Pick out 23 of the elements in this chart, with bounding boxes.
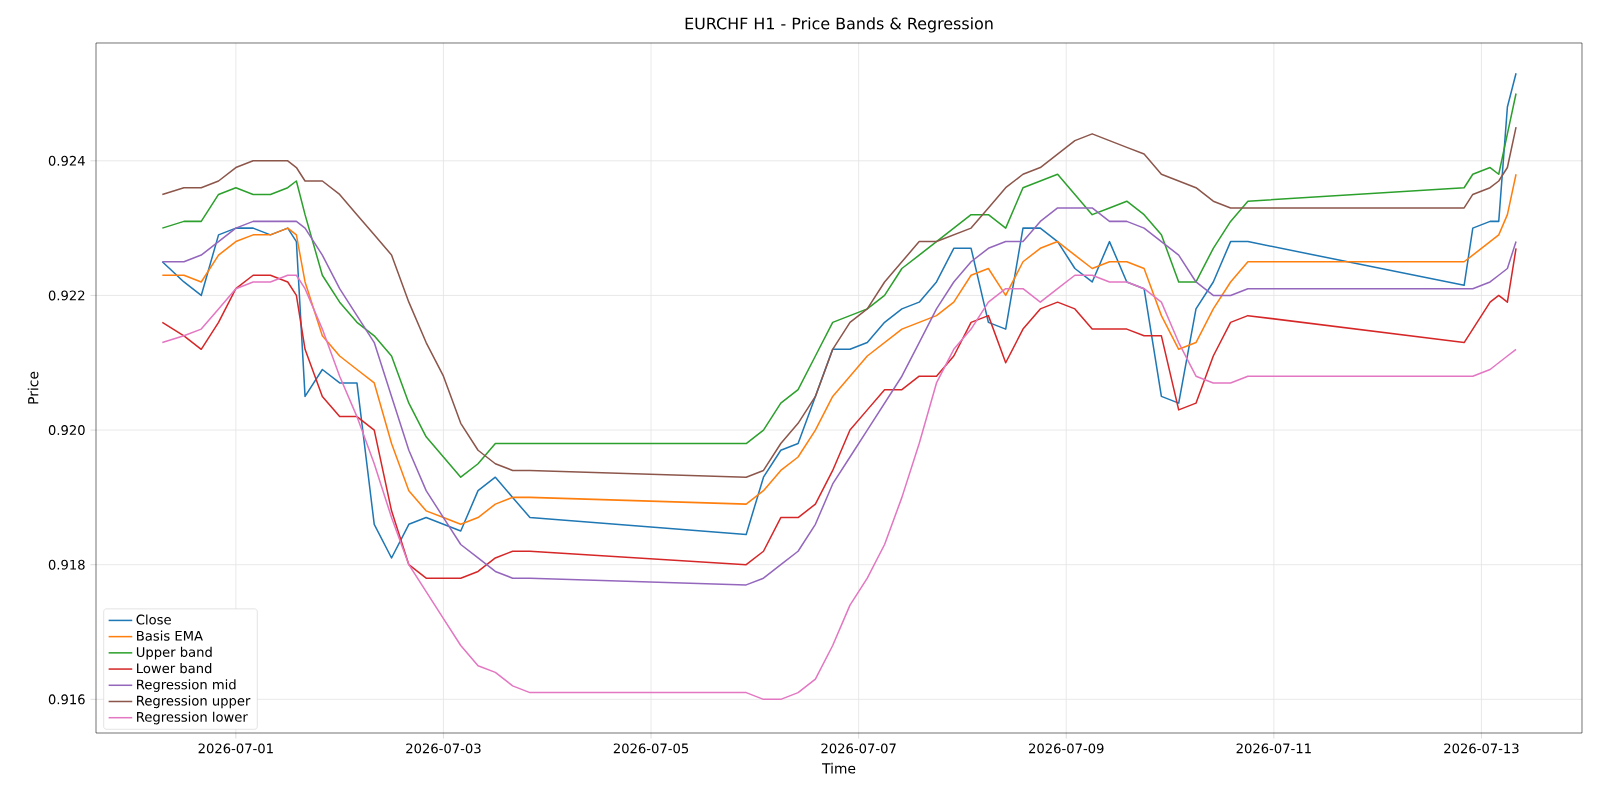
x-tick-label: 2026-07-05 bbox=[613, 743, 689, 754]
x-tick-label: 2026-07-07 bbox=[821, 743, 896, 754]
legend-label: Regression mid bbox=[137, 679, 236, 692]
x-tick-label: 2026-07-01 bbox=[198, 743, 273, 754]
y-tick-label: 0.922 bbox=[48, 290, 85, 301]
legend-label: Regression lower bbox=[137, 711, 248, 725]
x-tick-label: 2026-07-11 bbox=[1236, 743, 1311, 754]
legend-label: Upper band bbox=[136, 646, 212, 660]
y-tick-label: 0.924 bbox=[48, 155, 85, 166]
legend-label: Regression upper bbox=[137, 695, 251, 709]
line-series bbox=[161, 72, 1517, 559]
y-tick-label: 0.920 bbox=[48, 425, 85, 436]
legend-label: Basis EMA bbox=[137, 630, 203, 641]
y-tick-label: 0.916 bbox=[48, 694, 85, 705]
y-tick-label: 0.918 bbox=[48, 559, 85, 570]
chart-title: EURCHF H1 - Price Bands & Regression bbox=[685, 17, 993, 33]
x-tick-label: 2026-07-03 bbox=[406, 743, 481, 754]
y-axis-title: Price bbox=[27, 371, 39, 404]
x-tick-label: 2026-07-13 bbox=[1444, 743, 1519, 754]
legend-label: Close bbox=[136, 614, 171, 625]
x-axis-title: Time bbox=[822, 762, 856, 774]
x-tick-label: 2026-07-09 bbox=[1029, 743, 1104, 754]
legend-label: Lower band bbox=[137, 663, 212, 674]
